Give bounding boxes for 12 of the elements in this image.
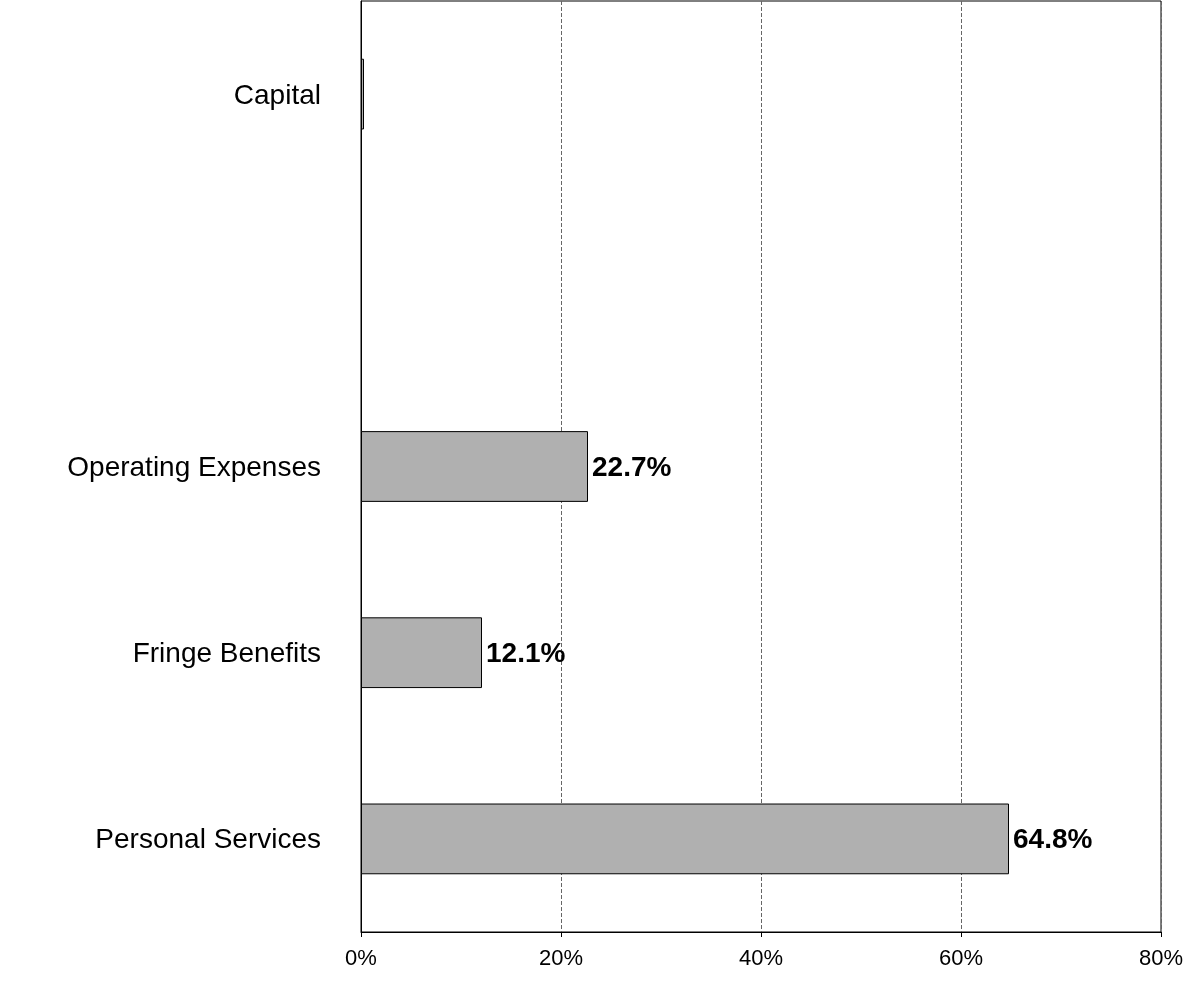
y-tick-label: Fringe Benefits xyxy=(132,637,321,669)
x-tick-label: 20% xyxy=(538,944,584,970)
data-label: 22.7% xyxy=(592,451,672,482)
y-tick-label: Operating Expenses xyxy=(67,451,321,482)
x-tick-label: 40% xyxy=(738,944,784,970)
data-label: 64.8% xyxy=(1013,823,1093,855)
data-label: 12.1% xyxy=(486,637,566,669)
x-tick-label: 0% xyxy=(345,944,377,970)
y-tick-label: Personal Services xyxy=(95,823,321,855)
x-tick-label: 60% xyxy=(938,944,984,970)
y-tick-label: Capital xyxy=(233,78,321,110)
x-tick-label: 80% xyxy=(1138,944,1184,970)
